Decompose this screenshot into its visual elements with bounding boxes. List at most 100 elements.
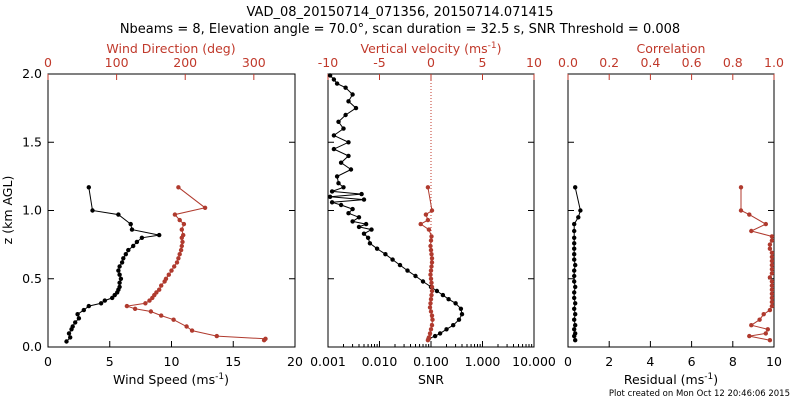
data-point-black [458, 306, 464, 311]
x-bottom-tick-label: 0.001 [310, 354, 346, 369]
data-point-black [573, 284, 578, 290]
data-point-red [767, 338, 773, 343]
data-point-black [365, 235, 371, 240]
data-point-red [763, 221, 768, 227]
data-point-black [329, 189, 335, 194]
data-point-black [331, 133, 337, 138]
series-line-black [329, 75, 463, 340]
data-point-black [346, 153, 351, 159]
panel-snr-marks [327, 73, 465, 343]
data-point-red [769, 283, 775, 288]
data-point-red [428, 247, 434, 253]
data-point-red [428, 272, 433, 277]
data-point-black [118, 276, 124, 281]
data-point-black [367, 241, 373, 246]
x-bottom-tick-label: 0 [44, 354, 52, 369]
y-tick-label: 1.5 [22, 134, 42, 149]
data-point-black [573, 323, 578, 328]
panel-wind-marks [64, 185, 268, 344]
data-point-black [446, 297, 451, 302]
data-point-red [738, 185, 744, 190]
series-line-red [126, 186, 267, 341]
data-point-black [81, 307, 87, 313]
snr-bottom-label: SNR [418, 372, 444, 387]
data-point-black [432, 333, 438, 339]
data-point-black [573, 331, 578, 336]
panel-wind: 0.00.51.01.52.00 5 10 15 200 100 200 300 z (km … [0, 41, 303, 387]
data-point-black [327, 73, 333, 78]
x-top-tick-label: 1.0 [764, 55, 784, 70]
data-point-red [425, 217, 431, 223]
data-point-red [428, 268, 434, 273]
data-point-black [572, 295, 577, 301]
data-point-black [343, 85, 348, 90]
data-point-black [126, 247, 131, 253]
data-point-red [169, 268, 174, 273]
data-point-black [359, 191, 364, 197]
x-top-tick-label: 10 [526, 55, 542, 70]
data-point-black [134, 239, 140, 245]
data-point-red [423, 212, 429, 217]
data-point-black [75, 312, 80, 317]
data-point-black [346, 211, 351, 216]
data-point-red [180, 239, 185, 245]
data-point-red [428, 327, 434, 332]
data-point-black [434, 288, 440, 294]
data-point-red [428, 243, 433, 249]
data-point-black [121, 256, 126, 261]
vvel-top-label: Vertical velocity (ms-1) [360, 41, 501, 56]
data-point-red [159, 283, 164, 288]
data-point-red [769, 234, 775, 239]
panel-wind-ticks: 0.00.51.01.52.00 5 10 15 200 100 200 300 [22, 55, 303, 369]
data-point-black [110, 295, 115, 301]
data-point-black [390, 257, 395, 262]
data-point-black [139, 235, 145, 240]
data-point-red [427, 331, 433, 336]
data-point-red [429, 208, 435, 213]
data-point-black [572, 279, 577, 284]
data-point-red [426, 227, 432, 232]
data-point-red [769, 279, 775, 284]
data-point-red [429, 252, 434, 257]
data-point-red [769, 250, 775, 255]
data-point-red [429, 280, 434, 285]
x-top-tick-label: 0.4 [640, 55, 660, 70]
data-point-red [159, 313, 164, 318]
data-point-red [769, 287, 775, 292]
data-point-red [757, 317, 762, 322]
data-point-black [327, 194, 333, 199]
data-point-red [747, 333, 752, 339]
data-point-black [76, 316, 82, 321]
data-point-red [148, 309, 154, 314]
data-point-red [177, 252, 182, 257]
data-point-black [116, 268, 121, 273]
data-point-black [572, 327, 577, 332]
data-point-red [174, 260, 180, 265]
x-top-tick-label: 0.8 [723, 55, 743, 70]
data-point-black [66, 331, 72, 336]
data-point-black [348, 167, 354, 172]
data-point-black [572, 252, 577, 257]
data-point-black [338, 202, 344, 208]
data-point-red [769, 258, 775, 264]
data-point-red [184, 324, 189, 329]
data-point-red [429, 260, 435, 265]
data-point-black [572, 235, 577, 240]
x-top-tick-label: -10 [318, 55, 338, 70]
series-line-red [740, 187, 773, 341]
data-point-red [765, 327, 770, 332]
data-point-red [769, 299, 775, 305]
data-point-black [444, 327, 449, 332]
data-point-black [73, 320, 78, 325]
x-bottom-tick-label: 6 [688, 354, 696, 369]
data-point-red [749, 323, 754, 328]
wind-ylabel: z (km AGL) [0, 176, 15, 245]
data-point-black [123, 252, 128, 257]
data-point-black [117, 272, 122, 277]
data-point-black [102, 298, 108, 303]
data-point-red [769, 295, 775, 301]
y-tick-label: 2.0 [22, 66, 42, 81]
data-point-red [428, 297, 434, 302]
data-point-black [369, 227, 374, 232]
x-bottom-tick-label: 10 [766, 354, 782, 369]
